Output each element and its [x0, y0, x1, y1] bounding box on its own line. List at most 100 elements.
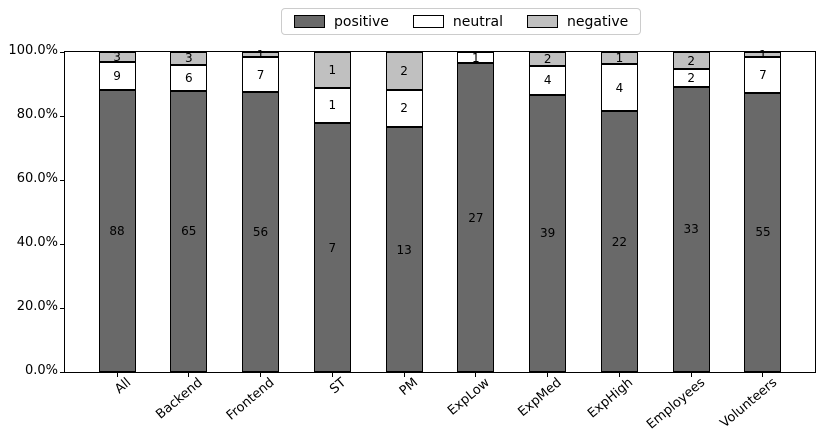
x-tick-label-frontend: Frontend — [223, 375, 278, 424]
segment-value-label: 13 — [396, 242, 412, 257]
segment-negative: 1 — [600, 50, 638, 65]
bar-st: 1 1 7 — [313, 52, 351, 372]
segment-value-label: 1 — [472, 50, 480, 65]
segment-neutral: 1 — [313, 87, 351, 124]
segment-value-label: 1 — [759, 47, 767, 62]
segment-value-label: 9 — [113, 68, 121, 83]
bar-exphigh: 1 4 22 — [600, 50, 638, 372]
segment-value-label: 4 — [543, 73, 552, 88]
segment-value-label: 7 — [328, 240, 337, 255]
segment-value-label: 56 — [252, 225, 269, 239]
legend: positive neutral negative — [281, 8, 642, 35]
x-tick-label-exphigh: ExpHigh — [585, 375, 637, 422]
legend-swatch-negative-icon — [527, 15, 558, 28]
segment-positive: 7 — [313, 123, 351, 372]
plot-area: 3 9 88 3 6 65 1 7 56 1 1 7 2 2 13 1 27 2 4 39 1 4 22 2 2 33 1 7 55 — [60, 49, 816, 377]
segment-value-label: 1 — [256, 47, 265, 62]
x-tick-label-backend: Backend — [153, 375, 206, 423]
segment-value-label: 6 — [184, 70, 193, 85]
segment-value-label: 2 — [543, 52, 552, 67]
bar-pm: 2 2 13 — [385, 52, 423, 372]
segment-value-label: 1 — [328, 98, 337, 113]
legend-item-negative: negative — [527, 15, 628, 29]
segment-positive: 55 — [744, 92, 782, 372]
y-tick-mark — [60, 179, 64, 181]
segment-value-label: 27 — [468, 210, 484, 225]
segment-value-label: 1 — [328, 62, 337, 77]
segment-value-label: 7 — [759, 67, 767, 82]
segment-neutral: 2 — [385, 89, 423, 128]
y-tick-label: 100.0% — [8, 43, 58, 58]
segment-value-label: 2 — [687, 70, 695, 85]
segment-value-label: 2 — [400, 101, 408, 116]
segment-value-label: 2 — [400, 63, 408, 78]
x-tick-label-st: ST — [327, 375, 350, 398]
bar-explow: 1 27 — [457, 50, 495, 372]
x-tick-label-explow: ExpLow — [445, 375, 493, 419]
segment-positive: 56 — [242, 92, 280, 372]
legend-label-neutral: neutral — [452, 13, 503, 30]
segment-positive: 27 — [457, 63, 495, 372]
bar-frontend: 1 7 56 — [242, 49, 280, 372]
y-tick-label: 40.0% — [16, 235, 58, 250]
x-tick-mark — [547, 373, 549, 377]
segment-value-label: 88 — [109, 224, 125, 239]
x-tick-mark — [188, 373, 190, 377]
segment-value-label: 3 — [184, 51, 193, 66]
y-tick-label: 80.0% — [16, 107, 58, 122]
x-tick-mark — [762, 373, 764, 377]
bar-expmed: 2 4 39 — [529, 52, 567, 372]
y-tick-mark — [60, 51, 64, 53]
segment-value-label: 22 — [611, 234, 628, 249]
bar-volunteers: 1 7 55 — [744, 49, 782, 372]
segment-value-label: 39 — [540, 226, 556, 241]
x-tick-mark — [331, 373, 333, 377]
legend-item-neutral: neutral — [412, 13, 503, 30]
segment-neutral: 9 — [98, 61, 136, 91]
bar-all: 3 9 88 — [98, 49, 136, 372]
bar-backend: 3 6 65 — [170, 51, 208, 372]
segment-neutral: 1 — [457, 50, 495, 65]
legend-swatch-neutral-icon — [412, 15, 444, 28]
x-tick-mark — [618, 373, 620, 377]
x-tick-mark — [403, 373, 405, 377]
segment-value-label: 4 — [615, 80, 624, 95]
segment-value-label: 33 — [683, 222, 699, 237]
segment-value-label: 3 — [113, 49, 121, 64]
legend-label-positive: positive — [334, 13, 389, 30]
segment-positive: 13 — [385, 127, 423, 372]
segment-neutral: 2 — [672, 69, 710, 87]
y-tick-label: 0.0% — [24, 363, 58, 378]
segment-negative: 1 — [242, 49, 280, 61]
segment-neutral: 7 — [744, 57, 782, 93]
segment-neutral: 7 — [242, 57, 280, 92]
y-tick-mark — [60, 307, 64, 309]
x-tick-label-employees: Employees — [644, 375, 709, 433]
segment-value-label: 1 — [615, 50, 624, 65]
y-tick-mark — [60, 371, 64, 373]
segment-neutral: 6 — [170, 64, 208, 91]
segment-value-label: 2 — [687, 53, 695, 68]
x-tick-mark — [116, 373, 118, 377]
legend-swatch-positive-icon — [294, 15, 325, 28]
segment-negative: 2 — [529, 52, 567, 67]
x-tick-mark — [260, 373, 262, 377]
y-tick-label: 20.0% — [16, 299, 58, 314]
x-tick-mark — [690, 373, 692, 377]
segment-positive: 88 — [98, 90, 136, 372]
x-tick-mark — [475, 373, 477, 377]
y-tick-mark — [60, 243, 64, 245]
x-tick-label-expmed: ExpMed — [515, 375, 565, 420]
legend-item-positive: positive — [294, 15, 389, 29]
segment-value-label: 65 — [181, 224, 197, 239]
segment-negative: 3 — [98, 49, 136, 64]
x-tick-label-all: All — [112, 375, 135, 398]
segment-positive: 22 — [600, 111, 638, 372]
segment-negative: 3 — [170, 51, 208, 66]
bar-employees: 2 2 33 — [672, 52, 710, 372]
segment-neutral: 4 — [529, 66, 567, 95]
segment-negative: 1 — [744, 49, 782, 61]
segment-value-label: 55 — [755, 225, 771, 240]
segment-negative: 2 — [672, 52, 710, 70]
